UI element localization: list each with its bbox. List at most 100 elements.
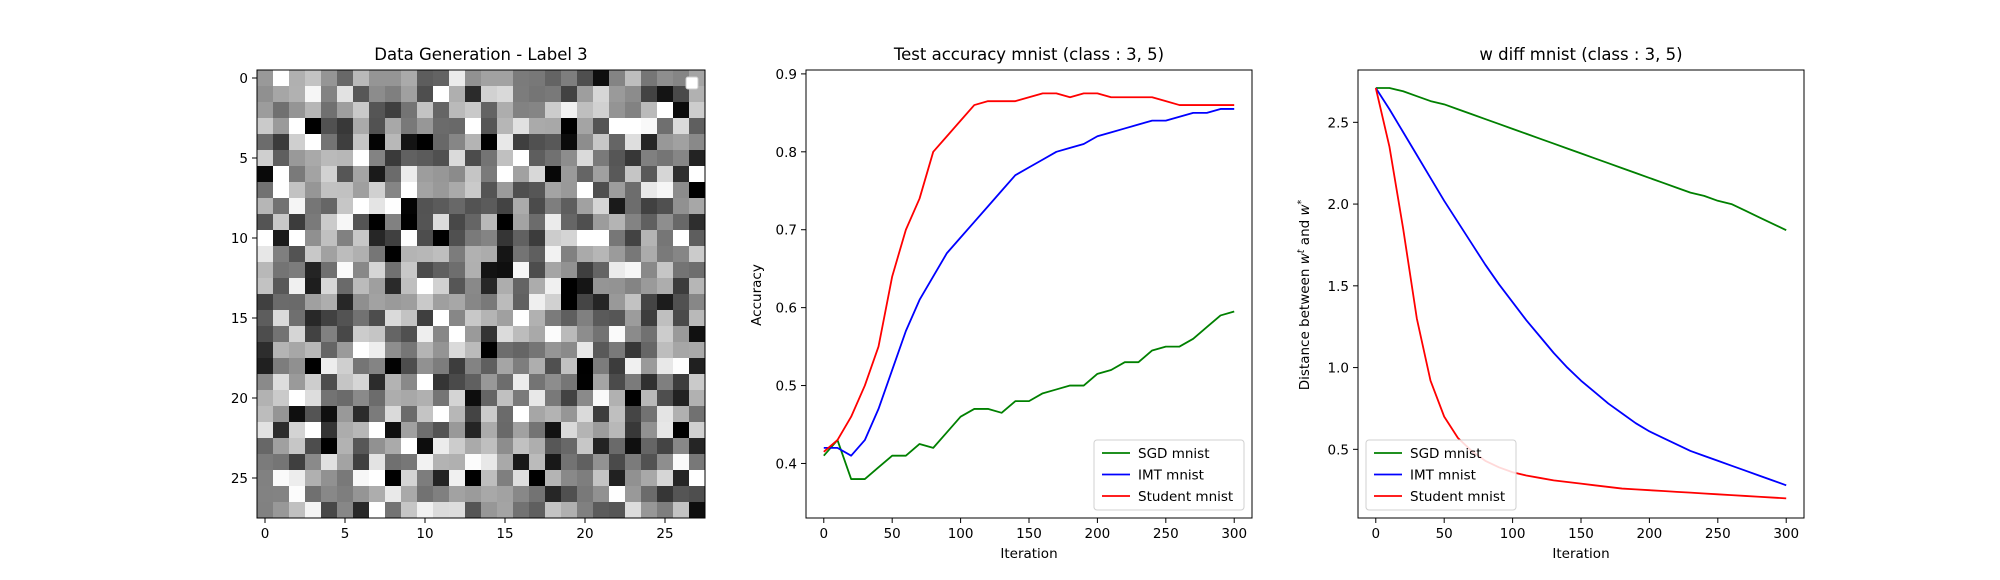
- heatmap-cell: [257, 374, 274, 391]
- heatmap-cell: [465, 214, 482, 231]
- heatmap-cell: [449, 102, 466, 119]
- heatmap-cell: [337, 150, 354, 167]
- series-line-1: [1375, 87, 1787, 232]
- heatmap-cell: [433, 230, 450, 247]
- heatmap-cell: [401, 214, 418, 231]
- heatmap-cell: [417, 246, 434, 263]
- heatmap-cell: [401, 166, 418, 183]
- heatmap-cell: [497, 70, 514, 87]
- heatmap-cell: [609, 406, 626, 423]
- heatmap-cell: [481, 214, 498, 231]
- heatmap-cell: [577, 182, 594, 199]
- heatmap-cell: [385, 502, 402, 519]
- heatmap-cell: [369, 358, 386, 375]
- x-tick-label: 50: [884, 526, 901, 542]
- heatmap-cell: [401, 374, 418, 391]
- heatmap-cell: [657, 294, 674, 311]
- heatmap-cell: [609, 342, 626, 359]
- heatmap-cell: [433, 150, 450, 167]
- heatmap-cell: [337, 406, 354, 423]
- heatmap-cell: [321, 182, 338, 199]
- heatmap-cell: [641, 134, 658, 151]
- heatmap-cell: [673, 342, 690, 359]
- heatmap-cell: [513, 358, 530, 375]
- heatmap-cell: [577, 454, 594, 471]
- heatmap-cell: [561, 342, 578, 359]
- heatmap-cell: [689, 406, 706, 423]
- heatmap-cell: [497, 390, 514, 407]
- heatmap-cell: [449, 262, 466, 279]
- heatmap-cell: [481, 294, 498, 311]
- heatmap-cell: [513, 502, 530, 519]
- heatmap-cell: [433, 422, 450, 439]
- heatmap-cell: [433, 70, 450, 87]
- heatmap-cell: [481, 342, 498, 359]
- heatmap-cell: [689, 390, 706, 407]
- heatmap-cell: [449, 390, 466, 407]
- heatmap-cell: [401, 390, 418, 407]
- heatmap-cell: [465, 150, 482, 167]
- heatmap-cell: [321, 342, 338, 359]
- heatmap-cell: [625, 118, 642, 135]
- heatmap-cell: [273, 86, 290, 103]
- heatmap-cell: [305, 502, 322, 519]
- heatmap-cell: [577, 502, 594, 519]
- heatmap-cell: [257, 86, 274, 103]
- heatmap-cell: [353, 502, 370, 519]
- heatmap-cell: [657, 150, 674, 167]
- heatmap-cell: [513, 246, 530, 263]
- heatmap-cell: [593, 134, 610, 151]
- heatmap-cell: [625, 150, 642, 167]
- heatmap-cell: [257, 198, 274, 215]
- heatmap-cell: [593, 150, 610, 167]
- heatmap-cell: [673, 70, 690, 87]
- heatmap-cell: [401, 470, 418, 487]
- heatmap-cell: [449, 470, 466, 487]
- heatmap-cell: [561, 70, 578, 87]
- heatmap-cell: [513, 102, 530, 119]
- heatmap-cell: [561, 262, 578, 279]
- x-tick-label: 100: [1500, 526, 1526, 542]
- heatmap-cell: [417, 134, 434, 151]
- heatmap-cell: [481, 102, 498, 119]
- heatmap-cell: [609, 422, 626, 439]
- heatmap-cell: [529, 102, 546, 119]
- heatmap-cell: [673, 198, 690, 215]
- heatmap-cell: [513, 278, 530, 295]
- x-tick-label: 10: [416, 526, 433, 542]
- heatmap-cell: [369, 374, 386, 391]
- x-tick-label: 20: [576, 526, 593, 542]
- heatmap-cell: [513, 486, 530, 503]
- heatmap-cell: [369, 470, 386, 487]
- heatmap-cell: [625, 358, 642, 375]
- heatmap-cell: [481, 166, 498, 183]
- heatmap-cell: [497, 310, 514, 327]
- heatmap-cell: [609, 182, 626, 199]
- heatmap-cell: [417, 294, 434, 311]
- heatmap-cell: [401, 70, 418, 87]
- heatmap-cell: [641, 278, 658, 295]
- heatmap-cell: [369, 86, 386, 103]
- heatmap-cell: [529, 358, 546, 375]
- heatmap-cell: [593, 310, 610, 327]
- heatmap-cell: [513, 326, 530, 343]
- heatmap-cell: [657, 454, 674, 471]
- y-tick-label: 1.0: [1328, 361, 1349, 377]
- heatmap-cell: [433, 118, 450, 135]
- heatmap-cell: [513, 118, 530, 135]
- heatmap-cell: [497, 326, 514, 343]
- heatmap-cell: [273, 150, 290, 167]
- heatmap-cell: [433, 134, 450, 151]
- heatmap-cell: [353, 150, 370, 167]
- heatmap-cell: [273, 326, 290, 343]
- heatmap-cell: [641, 470, 658, 487]
- heatmap-cell: [369, 134, 386, 151]
- heatmap-cell: [497, 294, 514, 311]
- heatmap-cell: [337, 422, 354, 439]
- heatmap-cell: [385, 230, 402, 247]
- heatmap-cell: [353, 166, 370, 183]
- heatmap-cell: [353, 86, 370, 103]
- heatmap-cell: [305, 246, 322, 263]
- heatmap-cell: [529, 502, 546, 519]
- heatmap-cell: [337, 358, 354, 375]
